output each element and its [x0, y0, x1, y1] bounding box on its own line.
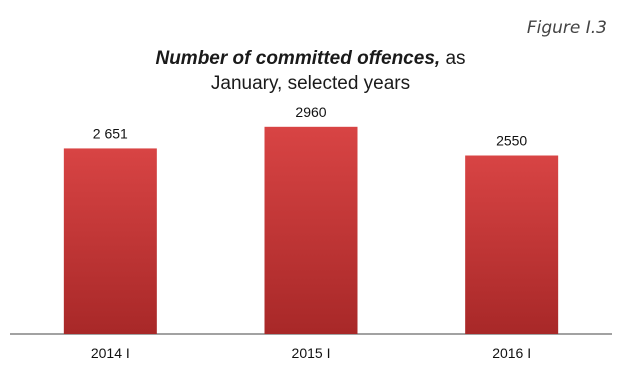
chart-title: Number of committed offences, as January…	[0, 46, 621, 96]
chart-title-bold: Number of committed offences,	[155, 48, 441, 69]
x-tick-label-2: 2016 I	[492, 345, 531, 361]
data-label-1: 2960	[295, 104, 326, 120]
bar-1	[264, 126, 358, 334]
bar-2	[465, 155, 559, 334]
data-label-0: 2 651	[93, 125, 128, 141]
x-tick-label-0: 2014 I	[91, 345, 130, 361]
x-tick-label-1: 2015 I	[292, 345, 331, 361]
figure-label: Figure I.3	[526, 18, 607, 38]
chart-title-rest: as	[440, 48, 466, 69]
data-label-2: 2550	[496, 133, 527, 149]
plot-area: 2 651 2014 I 2960 2015 I 2550 2016 I	[10, 104, 612, 361]
bar-0	[63, 148, 157, 334]
chart-title-line2: January, selected years	[210, 73, 411, 94]
